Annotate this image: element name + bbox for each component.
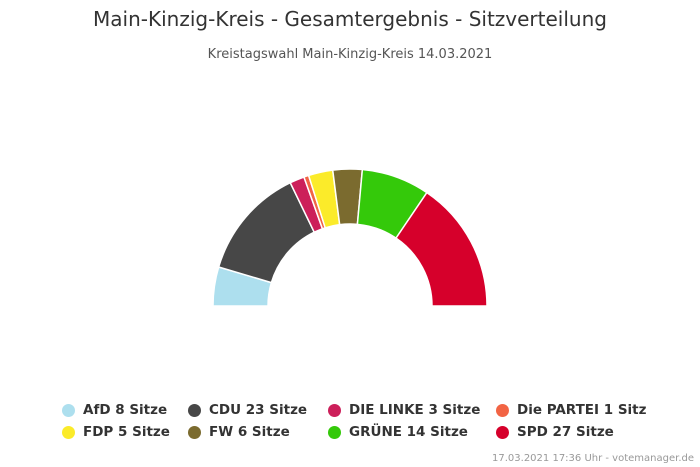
legend-item-fw[interactable]: FW 6 Sitze [188, 424, 290, 440]
legend-item-afd[interactable]: AfD 8 Sitze [62, 402, 167, 418]
legend-label: SPD 27 Sitze [517, 424, 614, 440]
legend-marker [496, 425, 509, 439]
legend-marker [188, 425, 201, 439]
legend-label: AfD 8 Sitze [83, 402, 168, 418]
chart-title: Main-Kinzig-Kreis - Gesamtergebnis - Sit… [93, 7, 607, 31]
legend-label: GRÜNE 14 Sitze [349, 424, 468, 440]
legend-marker [62, 403, 75, 417]
legend-marker [188, 403, 201, 417]
legend-item-spd[interactable]: SPD 27 Sitze [496, 424, 614, 440]
legend-label: CDU 23 Sitze [209, 402, 308, 418]
legend-marker [328, 403, 341, 417]
legend-item-die-partei[interactable]: Die PARTEI 1 Sitz [496, 402, 647, 418]
legend-label: DIE LINKE 3 Sitze [349, 402, 481, 418]
chart-subtitle: Kreistagswahl Main-Kinzig-Kreis 14.03.20… [207, 47, 493, 62]
legend-marker [328, 425, 341, 439]
legend-marker [496, 403, 509, 417]
legend-marker [62, 425, 75, 439]
legend-item-grüne[interactable]: GRÜNE 14 Sitze [328, 424, 468, 440]
legend-item-fdp[interactable]: FDP 5 Sitze [62, 424, 170, 440]
legend-label: FDP 5 Sitze [83, 424, 170, 440]
footer-credit: 17.03.2021 17:36 Uhr - votemanager.de [492, 453, 694, 464]
legend-label: FW 6 Sitze [209, 424, 290, 440]
legend-item-cdu[interactable]: CDU 23 Sitze [188, 402, 307, 418]
slice-spd[interactable] [394, 191, 488, 307]
legend-item-die-linke[interactable]: DIE LINKE 3 Sitze [328, 402, 480, 418]
legend-label: Die PARTEI 1 Sitz [517, 402, 647, 418]
